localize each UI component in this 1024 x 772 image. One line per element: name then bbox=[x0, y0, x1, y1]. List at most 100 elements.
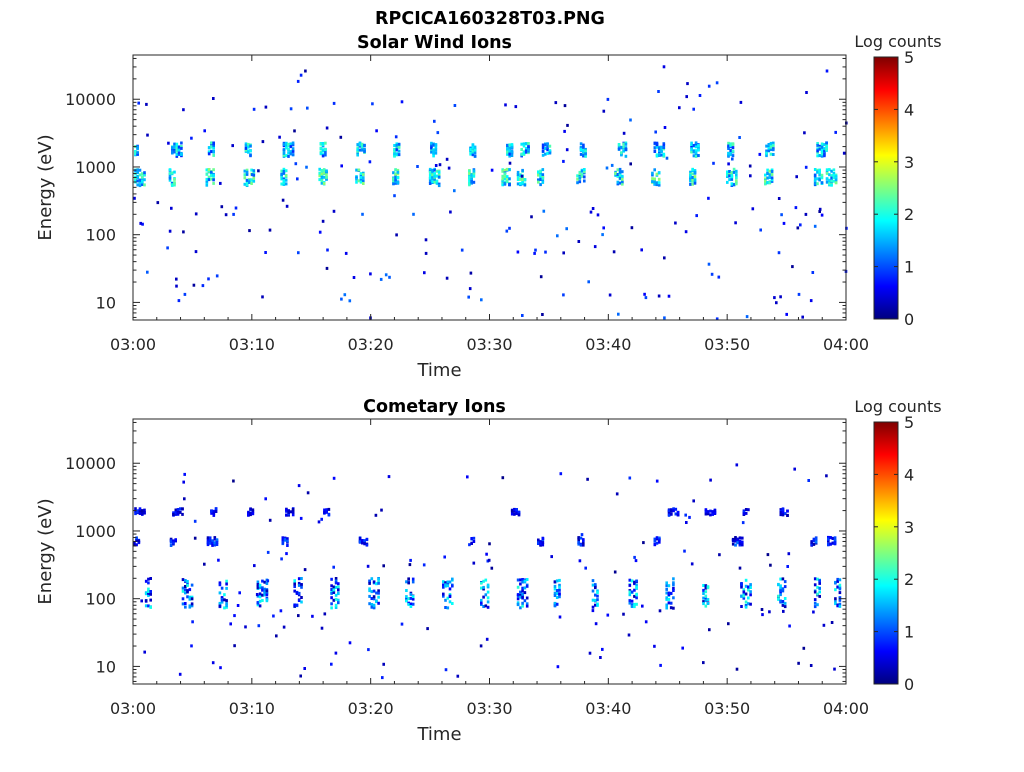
band-cell bbox=[694, 153, 698, 157]
band-cell bbox=[519, 595, 522, 599]
band-cell bbox=[541, 180, 545, 184]
band-cell bbox=[210, 509, 213, 513]
band-cell bbox=[618, 170, 622, 174]
scatter-cell bbox=[487, 558, 491, 562]
band-cell bbox=[541, 146, 545, 150]
scatter-cell bbox=[794, 206, 798, 210]
band-cell bbox=[525, 604, 529, 608]
band-cell bbox=[690, 150, 693, 154]
band-cell bbox=[287, 154, 290, 158]
scatter-cell bbox=[318, 230, 322, 234]
scatter-cell bbox=[311, 614, 314, 618]
band-cell bbox=[451, 602, 454, 605]
band-cell bbox=[744, 592, 748, 596]
band-cell bbox=[258, 595, 262, 599]
band-cell bbox=[783, 580, 787, 584]
band-cell bbox=[147, 581, 150, 585]
band-cell bbox=[147, 594, 150, 597]
scatter-cell bbox=[416, 165, 419, 168]
band-cell bbox=[220, 598, 224, 602]
scatter-cell bbox=[735, 667, 739, 671]
band-cell bbox=[697, 154, 700, 158]
band-cell bbox=[169, 544, 173, 547]
band-cell bbox=[831, 537, 835, 540]
band-cell bbox=[212, 142, 215, 146]
band-cell bbox=[537, 180, 540, 184]
band-cell bbox=[516, 597, 520, 601]
scatter-cell bbox=[769, 563, 772, 567]
band-cell bbox=[711, 510, 714, 514]
band-cell bbox=[697, 148, 700, 152]
band-cell bbox=[582, 543, 585, 547]
scatter-cell bbox=[593, 245, 597, 249]
band-cell bbox=[539, 543, 542, 547]
scatter-cell bbox=[759, 228, 762, 232]
band-cell bbox=[287, 147, 290, 151]
scatter-cell bbox=[304, 69, 307, 73]
band-cell bbox=[355, 177, 358, 181]
band-cell bbox=[137, 539, 141, 543]
band-cell bbox=[704, 508, 708, 512]
band-cell bbox=[548, 144, 552, 148]
band-cell bbox=[330, 588, 333, 591]
band-cell bbox=[249, 512, 252, 515]
band-cell bbox=[553, 601, 557, 605]
scatter-cell bbox=[715, 81, 719, 85]
band-cell bbox=[395, 143, 399, 147]
band-cell bbox=[322, 171, 326, 175]
scatter-cell bbox=[807, 479, 810, 482]
band-cell bbox=[520, 148, 523, 151]
band-cell bbox=[834, 599, 837, 603]
band-cell bbox=[827, 542, 830, 546]
band-cell bbox=[516, 170, 520, 174]
band-cell bbox=[830, 174, 833, 178]
band-cell bbox=[834, 580, 837, 584]
band-cell bbox=[293, 582, 296, 586]
band-cell bbox=[368, 602, 371, 606]
scatter-cell bbox=[558, 615, 562, 619]
scatter-cell bbox=[804, 212, 808, 216]
y-tick-label: 100 bbox=[85, 226, 116, 245]
scatter-cell bbox=[306, 491, 310, 495]
band-cell bbox=[582, 538, 585, 542]
band-cell bbox=[143, 183, 146, 187]
band-cell bbox=[134, 151, 137, 155]
band-cell bbox=[225, 579, 228, 583]
band-cell bbox=[579, 152, 583, 156]
band-cell bbox=[482, 605, 485, 608]
band-cell bbox=[245, 183, 249, 187]
band-cell bbox=[553, 594, 557, 597]
scatter-cell bbox=[444, 668, 448, 672]
band-cell bbox=[256, 580, 260, 584]
band-cell bbox=[665, 591, 668, 595]
band-cell bbox=[393, 150, 396, 154]
band-cell bbox=[833, 541, 837, 545]
scatter-cell bbox=[236, 604, 240, 607]
scatter-cell bbox=[606, 97, 610, 101]
band-cell bbox=[702, 600, 705, 604]
band-cell bbox=[133, 543, 136, 547]
band-cell bbox=[689, 182, 692, 186]
band-cell bbox=[138, 507, 142, 511]
band-cell bbox=[702, 588, 705, 592]
band-cell bbox=[658, 538, 661, 542]
band-cell bbox=[524, 142, 528, 146]
band-cell bbox=[765, 151, 768, 155]
band-cell bbox=[582, 145, 585, 149]
band-cell bbox=[322, 169, 326, 173]
scatter-cell bbox=[775, 301, 778, 305]
scatter-cell bbox=[175, 277, 178, 281]
scatter-cell bbox=[698, 94, 702, 97]
band-cell bbox=[300, 600, 303, 604]
colorbar-tick-label: 3 bbox=[904, 518, 914, 537]
scatter-cell bbox=[305, 165, 308, 169]
band-cell bbox=[618, 176, 622, 180]
band-cell bbox=[818, 168, 821, 172]
band-cell bbox=[702, 602, 705, 606]
scatter-cell bbox=[177, 299, 181, 303]
scatter-cell bbox=[501, 476, 505, 480]
band-cell bbox=[553, 604, 557, 608]
band-cell bbox=[583, 179, 586, 183]
